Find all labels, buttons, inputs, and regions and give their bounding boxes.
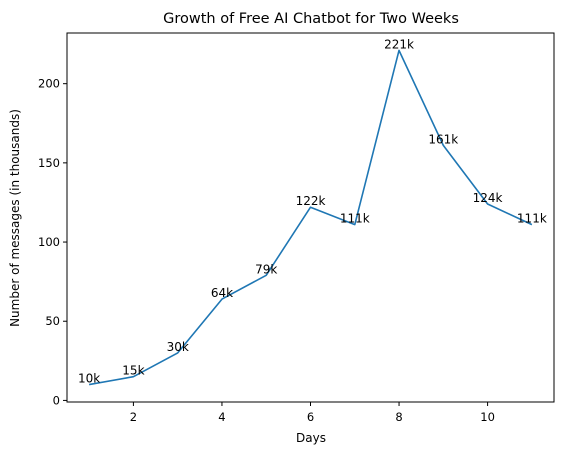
data-label: 111k <box>340 212 370 226</box>
y-tick-label: 100 <box>38 235 60 249</box>
data-label: 15k <box>122 364 144 378</box>
data-label: 124k <box>473 191 503 205</box>
chart-title: Growth of Free AI Chatbot for Two Weeks <box>163 11 459 27</box>
y-tick-label: 200 <box>38 77 60 91</box>
data-label: 221k <box>384 37 414 51</box>
x-tick-label: 6 <box>307 410 314 424</box>
y-axis-label: Number of messages (in thousands) <box>8 109 22 327</box>
y-tick-label: 0 <box>53 393 60 407</box>
data-labels: 10k 15k 30k 64k 79k 122k 111k 221k 161k 124k 111k <box>78 37 547 385</box>
data-label: 30k <box>167 340 189 354</box>
x-tick-label: 2 <box>130 410 137 424</box>
x-axis-label: Days <box>296 431 326 445</box>
series-line <box>88 49 533 386</box>
data-label: 79k <box>255 262 277 276</box>
x-axis: 2 4 6 8 10 <box>130 402 495 424</box>
data-label: 10k <box>78 372 100 386</box>
data-label: 64k <box>211 286 233 300</box>
x-tick-label: 10 <box>480 410 495 424</box>
y-tick-label: 150 <box>38 156 60 170</box>
data-label: 122k <box>296 194 326 208</box>
x-tick-label: 8 <box>395 410 402 424</box>
plot-frame <box>66 32 555 403</box>
y-axis: 0 50 100 150 200 <box>38 77 67 407</box>
data-label: 111k <box>517 212 547 226</box>
data-label: 161k <box>428 132 458 146</box>
x-tick-label: 4 <box>218 410 225 424</box>
y-tick-label: 50 <box>45 314 60 328</box>
